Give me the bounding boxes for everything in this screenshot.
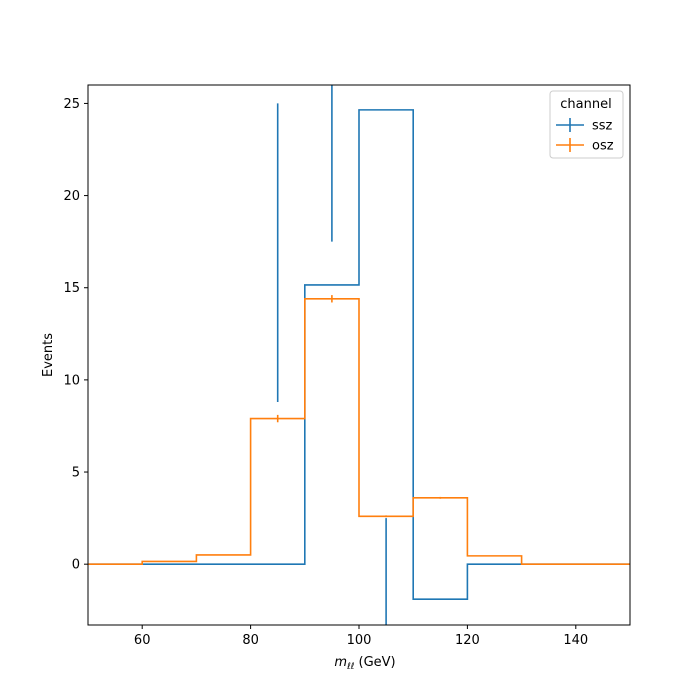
x-axis-label-unit: (GeV)	[359, 655, 396, 670]
legend-entry-ssz: ssz	[556, 118, 613, 134]
x-axis: 60 80 100 120 140	[134, 625, 588, 648]
y-tick-label: 15	[63, 281, 80, 296]
legend: channel ssz osz	[549, 90, 624, 159]
y-tick-label: 0	[72, 558, 80, 573]
legend-box	[549, 90, 624, 159]
x-tick-label: 100	[347, 633, 372, 648]
series-ssz	[88, 85, 630, 625]
y-tick-label: 10	[63, 373, 80, 388]
legend-entry-osz: osz	[556, 138, 614, 154]
y-tick-label: 5	[72, 466, 80, 481]
series-osz	[88, 295, 630, 565]
series-layer	[88, 85, 630, 625]
y-tick-label: 25	[63, 97, 80, 112]
x-axis-label-sub: ℓℓ	[346, 662, 354, 672]
y-tick-label: 20	[63, 189, 80, 204]
x-axis-label-var: m	[334, 655, 347, 670]
x-tick-label: 140	[563, 633, 588, 648]
x-tick-label: 60	[134, 633, 151, 648]
y-axis: 0 5 10 15 20 25	[63, 97, 88, 573]
x-tick-label: 80	[242, 633, 259, 648]
x-tick-label: 120	[455, 633, 480, 648]
x-axis-label: mℓℓ (GeV)	[334, 655, 395, 672]
series-step-osz	[88, 297, 630, 565]
legend-title: channel	[560, 97, 611, 112]
y-axis-label: Events	[41, 333, 56, 377]
series-step-ssz	[88, 109, 630, 600]
legend-label: osz	[592, 139, 614, 154]
legend-label: ssz	[592, 119, 613, 134]
